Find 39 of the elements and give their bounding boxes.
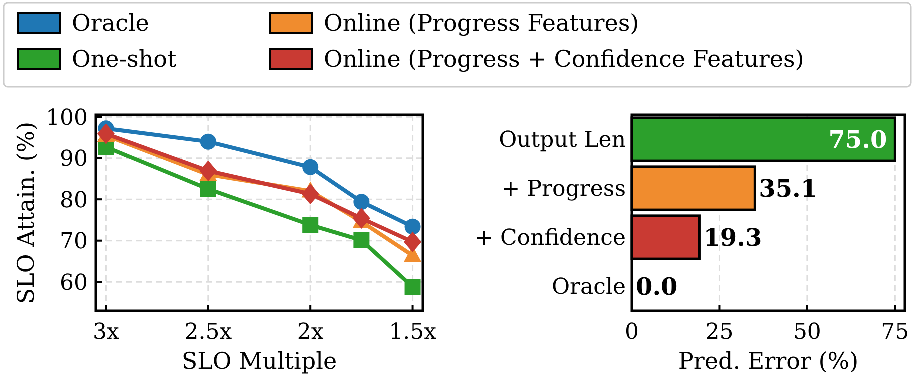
- y-tick-label: + Progress: [502, 177, 626, 202]
- x-axis-title: Pred. Error (%): [678, 349, 859, 375]
- point: [200, 134, 216, 150]
- y-tick-label: 90: [60, 147, 88, 172]
- point: [354, 232, 370, 248]
- x-tick-label: 25: [706, 320, 734, 345]
- point: [302, 159, 319, 176]
- point: [404, 279, 421, 296]
- point: [404, 232, 422, 252]
- y-tick-label: 70: [60, 230, 88, 255]
- x-tick-label: 2x: [297, 320, 324, 345]
- data-label: 0.0: [636, 272, 678, 301]
- x-tick-label: 50: [793, 320, 822, 345]
- y-tick-label: 60: [60, 270, 88, 296]
- y-tick-label: 100: [46, 106, 88, 131]
- y-tick-label: Output Len: [499, 128, 626, 154]
- y-tick-label: 80: [60, 188, 88, 214]
- x-tick-label: 0: [625, 320, 639, 345]
- x-axis-title: SLO Multiple: [182, 349, 338, 375]
- x-tick-label: 2.5x: [184, 320, 233, 345]
- legend-label: Online (Progress Features): [324, 11, 640, 38]
- point: [354, 194, 370, 210]
- x-tick-label: 1.5x: [389, 320, 438, 345]
- x-tick-label: 75: [881, 320, 910, 345]
- point: [352, 208, 370, 229]
- point: [200, 160, 218, 182]
- y-tick-label: Oracle: [552, 275, 626, 300]
- legend-label: One-shot: [72, 47, 178, 74]
- point: [302, 184, 320, 205]
- y-tick-label: + Confidence: [475, 226, 626, 252]
- data-label: 75.0: [828, 124, 888, 154]
- x-tick-label: 3x: [93, 320, 120, 345]
- y-axis-title: SLO Attain. (%): [14, 122, 40, 304]
- point: [404, 218, 421, 235]
- point: [200, 181, 216, 198]
- legend-label: Online (Progress + Confidence Features): [324, 47, 804, 74]
- data-label: 19.3: [704, 222, 762, 252]
- data-label: 35.1: [759, 174, 818, 203]
- point: [302, 217, 319, 234]
